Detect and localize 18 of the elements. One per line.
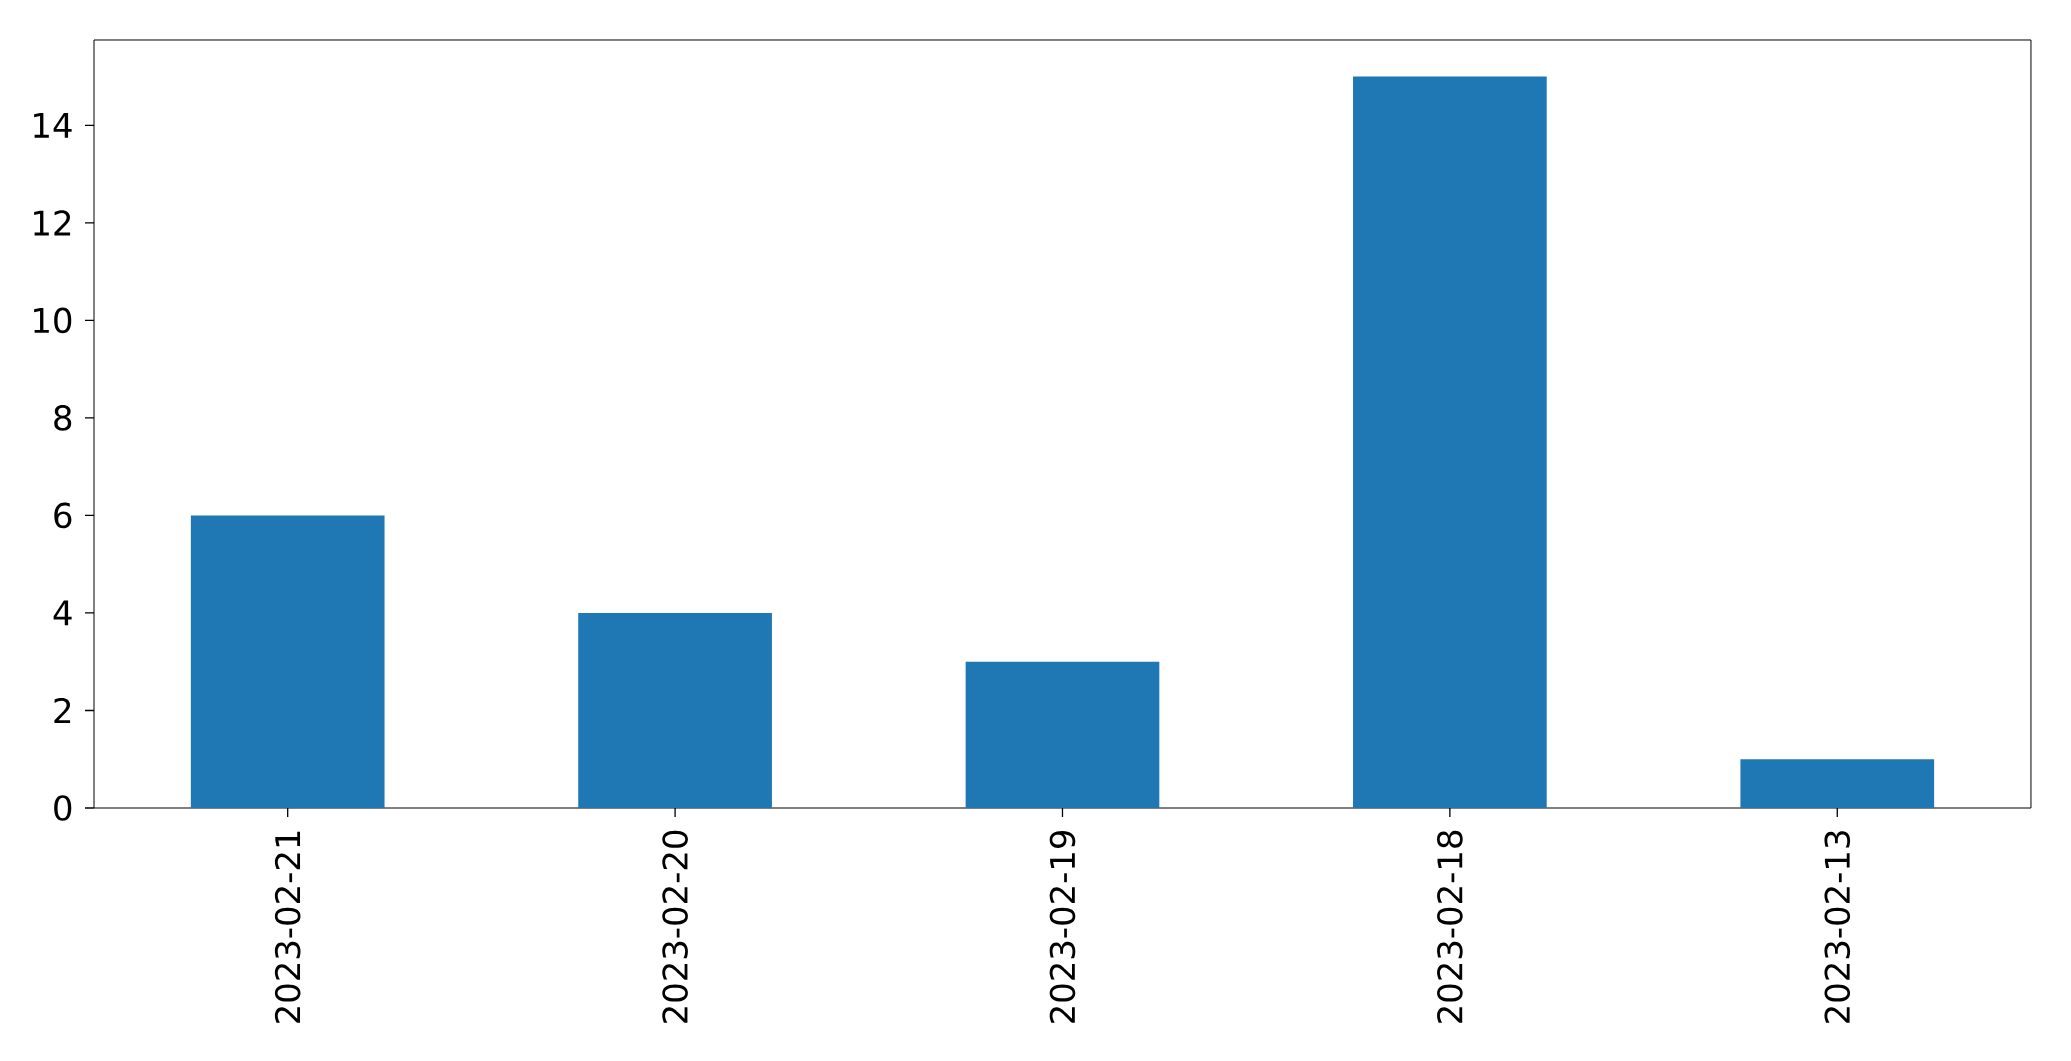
y-tick-label: 0 [54,795,72,821]
y-tick-label: 14 [34,112,72,138]
bar [1353,76,1547,808]
bar [1740,759,1935,808]
x-tick-label: 2023-02-21 [274,831,301,1023]
y-tick-label: 2 [54,697,71,724]
x-tick-label: 2023-02-18 [1437,830,1463,1023]
y-tick-label: 6 [54,502,72,529]
x-tick-label: 2023-02-13 [1824,831,1851,1023]
x-tick-label: 2023-02-19 [1049,830,1076,1023]
y-tick-label: 12 [34,210,71,236]
x-tick-label: 2023-02-20 [662,830,688,1023]
y-tick-label: 4 [53,600,72,626]
y-tick-label: 10 [34,307,72,334]
bar [965,661,1160,808]
bar [190,515,385,808]
bar [578,612,772,808]
y-tick-label: 8 [54,405,72,431]
